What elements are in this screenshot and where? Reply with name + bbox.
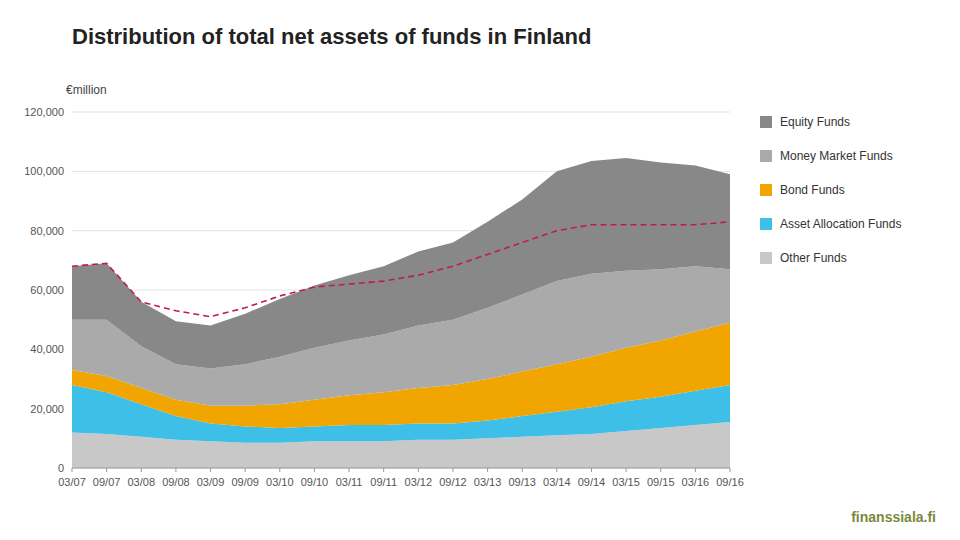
grid-line <box>72 112 730 113</box>
chart: Distribution of total net assets of fund… <box>0 0 960 540</box>
x-tick-label: 03/12 <box>405 476 433 488</box>
x-tick-label: 03/10 <box>266 476 294 488</box>
x-tick <box>210 468 211 472</box>
area <box>72 158 730 369</box>
x-tick-label: 03/15 <box>612 476 640 488</box>
y-tick-label: 60,000 <box>30 284 64 296</box>
line <box>72 222 730 317</box>
x-tick <box>106 468 107 472</box>
y-tick-label: 120,000 <box>24 106 64 118</box>
x-tick <box>695 468 696 472</box>
x-tick <box>522 468 523 472</box>
x-tick <box>72 468 73 472</box>
x-tick <box>383 468 384 472</box>
y-tick-label: 100,000 <box>24 165 64 177</box>
x-tick-label: 03/11 <box>336 476 363 488</box>
x-tick-label: 09/14 <box>578 476 606 488</box>
x-tick-label: 03/14 <box>543 476 571 488</box>
x-tick-label: 03/09 <box>197 476 225 488</box>
y-tick-label: 0 <box>58 462 64 474</box>
grid <box>72 112 730 468</box>
legend-label: Money Market Funds <box>780 149 893 163</box>
x-tick <box>452 468 453 472</box>
x-tick-label: 03/16 <box>682 476 710 488</box>
title: Distribution of total net assets of fund… <box>72 24 591 49</box>
x-tick-label: 09/11 <box>370 476 397 488</box>
y-tick-label: 80,000 <box>30 225 64 237</box>
x-tick <box>279 468 280 472</box>
y-tick-label: 20,000 <box>30 403 64 415</box>
x-tick <box>141 468 142 472</box>
legend: Equity Funds Money Market Funds Bond Funds… <box>760 115 901 265</box>
legend-label: Asset Allocation Funds <box>780 217 901 231</box>
x-tick <box>349 468 350 472</box>
x-tick <box>591 468 592 472</box>
x-tick <box>660 468 661 472</box>
x-tick <box>487 468 488 472</box>
annotation: finanssiala.fi <box>851 509 936 525</box>
x-tick-label: 09/08 <box>162 476 190 488</box>
y-tick-label: 40,000 <box>30 343 64 355</box>
x-tick-label: 09/12 <box>439 476 467 488</box>
grid-line <box>72 468 730 469</box>
legend-label: Equity Funds <box>780 115 850 129</box>
y-axis-label: €million <box>66 83 107 97</box>
x-tick <box>730 468 731 472</box>
x-tick-label: 09/07 <box>93 476 121 488</box>
legend-swatch <box>760 184 772 196</box>
x-tick <box>314 468 315 472</box>
x-tick-label: 03/07 <box>58 476 86 488</box>
x-tick <box>175 468 176 472</box>
x-tick <box>556 468 557 472</box>
x-tick <box>245 468 246 472</box>
x-tick-label: 09/13 <box>508 476 536 488</box>
x-axis <box>72 468 730 469</box>
legend-swatch <box>760 252 772 264</box>
legend-swatch <box>760 218 772 230</box>
legend-label: Other Funds <box>780 251 847 265</box>
legend-swatch <box>760 116 772 128</box>
x-tick <box>626 468 627 472</box>
legend-swatch <box>760 150 772 162</box>
x-tick-label: 09/09 <box>231 476 259 488</box>
legend-label: Bond Funds <box>780 183 845 197</box>
x-tick-label: 09/16 <box>716 476 744 488</box>
x-tick-label: 09/10 <box>301 476 329 488</box>
x-tick <box>418 468 419 472</box>
x-tick-label: 09/15 <box>647 476 675 488</box>
marks <box>72 158 730 468</box>
x-tick-label: 03/13 <box>474 476 502 488</box>
x-tick-label: 03/08 <box>127 476 155 488</box>
